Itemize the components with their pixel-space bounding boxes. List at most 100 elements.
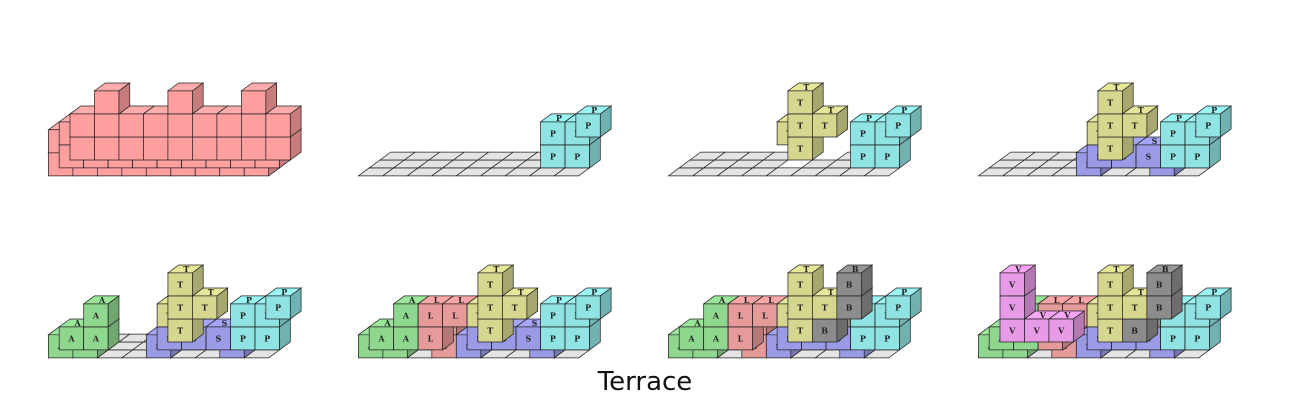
cube: TT	[811, 105, 849, 138]
cube: PP	[264, 287, 303, 320]
piece-letter: P	[550, 311, 556, 320]
piece-letter: P	[860, 334, 866, 343]
cube: PP	[574, 287, 613, 320]
piece-letter: P	[574, 334, 580, 343]
cube-front-face	[167, 113, 193, 138]
cube: VV	[1047, 310, 1086, 343]
cube-front-face	[69, 113, 95, 138]
piece-letter: P	[240, 311, 246, 320]
piece-letter: T	[1107, 326, 1113, 335]
piece-letter: P	[866, 114, 872, 123]
cube-front-face	[265, 136, 291, 161]
piece-letter: T	[822, 121, 828, 130]
piece-letter: T	[1132, 303, 1138, 312]
cube-front-face	[192, 136, 218, 161]
piece-letter: A	[383, 319, 391, 328]
cube: BB	[1145, 264, 1184, 297]
cube-side-face	[836, 105, 849, 138]
figure-step-5: AAAALLSSSSLLAAAALLSSSSSSPPPPAALLLLTTPPPP…	[357, 264, 613, 359]
piece-letter: P	[585, 121, 591, 130]
cube-front-face	[240, 113, 267, 138]
piece-letter: P	[550, 152, 556, 161]
piece-letter: V	[1039, 311, 1047, 320]
piece-letter: P	[895, 121, 901, 130]
piece-letter: P	[1205, 303, 1211, 312]
piece-letter: A	[693, 319, 701, 328]
cube: TT	[501, 287, 539, 320]
piece-letter: L	[434, 296, 440, 305]
piece-letter: P	[264, 334, 270, 343]
piece-letter: B	[1162, 265, 1169, 274]
piece-letter: B	[1156, 280, 1163, 289]
cube-side-face	[1122, 82, 1134, 115]
piece-letter: L	[1054, 296, 1060, 305]
cube: TT	[1096, 82, 1135, 115]
piece-letter: P	[1170, 334, 1176, 343]
cube-side-face	[289, 287, 302, 320]
piece-letter: T	[1132, 121, 1138, 130]
cube: TT	[1096, 264, 1135, 297]
piece-letter: L	[1078, 296, 1084, 305]
cube-side-face	[107, 295, 120, 328]
piece-letter: P	[281, 288, 287, 297]
piece-letter: P	[901, 106, 907, 115]
cube-front-face	[94, 136, 120, 161]
piece-letter: T	[487, 303, 493, 312]
cube-front-face	[94, 113, 120, 138]
cube-side-face	[1073, 310, 1085, 343]
piece-letter: V	[1008, 303, 1016, 312]
piece-letter: T	[797, 303, 803, 312]
piece-letter: S	[215, 334, 221, 343]
piece-letter: T	[1107, 121, 1113, 130]
piece-letter: T	[828, 288, 834, 297]
piece-letter: B	[846, 280, 853, 289]
piece-letter: T	[797, 280, 803, 289]
piece-letter: T	[1113, 265, 1119, 274]
cube-side-face	[812, 82, 824, 115]
caption: Terrace	[597, 367, 693, 397]
piece-letter: T	[822, 303, 828, 312]
cube	[264, 105, 303, 138]
figure-step-7: AAAALLSSSSLLAAAALLSSSSSSPPPPAALLLLTTBBBB…	[977, 264, 1233, 359]
piece-letter: L	[738, 334, 744, 343]
cube-front-face	[216, 136, 242, 161]
cube-front-face	[118, 136, 144, 161]
piece-letter: P	[556, 296, 562, 305]
figure-step-4: AAAASSSSAAAASSSSSSPPPPAATTPPPPTTTTTTPPTT	[47, 264, 303, 359]
piece-letter: B	[846, 303, 853, 312]
cube-side-face	[192, 82, 204, 115]
cube-side-face	[265, 82, 277, 115]
piece-letter: A	[712, 311, 720, 320]
figure-target-shape	[47, 82, 303, 177]
piece-letter: A	[98, 296, 106, 305]
piece-letter: P	[1170, 129, 1176, 138]
piece-letter: P	[860, 152, 866, 161]
piece-letter: L	[428, 334, 434, 343]
piece-letter: T	[797, 98, 803, 107]
piece-letter: P	[1194, 152, 1200, 161]
cube: PP	[1194, 105, 1233, 138]
cube	[93, 82, 131, 115]
piece-letter: L	[768, 296, 774, 305]
cube-side-face	[1170, 264, 1183, 297]
cube: TT	[476, 264, 515, 297]
cube: PP	[884, 105, 923, 138]
piece-letter: B	[852, 265, 859, 274]
piece-letter: T	[487, 280, 493, 289]
piece-letter: T	[797, 326, 803, 335]
piece-letter: A	[408, 296, 416, 305]
piece-letter: P	[550, 334, 556, 343]
piece-letter: A	[402, 334, 410, 343]
cube: TT	[1121, 105, 1159, 138]
piece-letter: T	[177, 326, 183, 335]
cube-side-face	[599, 287, 612, 320]
cube-front-face	[143, 113, 169, 138]
cube-front-face	[143, 136, 169, 161]
piece-letter: P	[585, 303, 591, 312]
piece-letter: T	[493, 265, 499, 274]
piece-letter: L	[458, 296, 464, 305]
piece-letter: A	[67, 334, 75, 343]
piece-letter: A	[402, 311, 410, 320]
piece-letter: T	[803, 83, 809, 92]
